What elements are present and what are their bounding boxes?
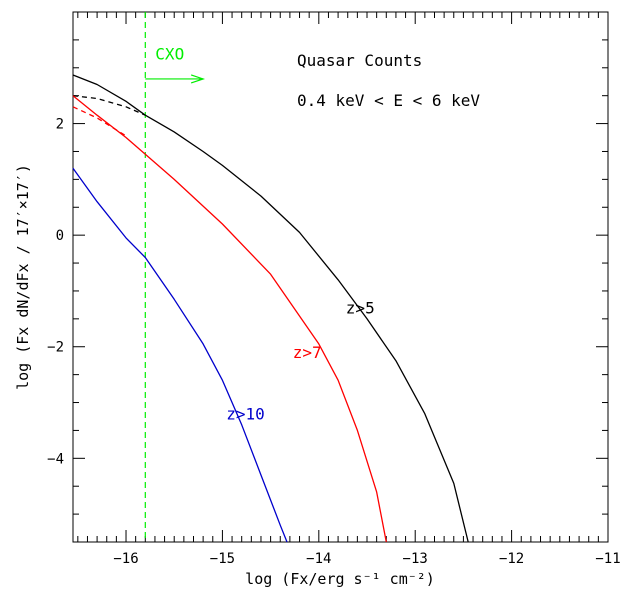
series-line-zgt7 [72,95,387,543]
plot-frame [72,11,609,543]
series-line-zgt5 [72,74,469,543]
y-tick-label: −4 [47,451,64,467]
plot-axes: −16 −15 −14 −13 −12 −11 −4 −2 0 2 [47,11,621,567]
x-axis-label: log (Fx/erg s⁻¹ cm⁻²) [245,570,435,588]
x-tick-label: −15 [210,551,235,567]
series-line-zgt7-dashed [72,106,127,137]
y-tick-label: 0 [56,228,64,244]
series-line-zgt10 [72,167,288,543]
cxo-limit-marker: CXO [144,12,206,542]
x-tick-label: −13 [403,551,428,567]
x-tick-label: −12 [499,551,524,567]
series-annotation: z>10 [226,404,265,423]
series-line-zgt5-dashed [72,95,146,116]
x-tick-label: −11 [595,551,620,567]
series-annotation: z>7 [293,343,322,362]
series-annotation: z>5 [346,298,375,317]
series-group [72,74,469,543]
chart-subtitle: 0.4 keV < E < 6 keV [297,91,480,110]
y-axis-label: log (Fx dN/dFx / 17′×17′) [14,164,32,390]
x-tick-label: −14 [306,551,331,567]
annotations-group: z>5 z>7 z>10 [226,298,374,423]
y-tick-label: −2 [47,340,64,356]
x-tick-label: −16 [113,551,138,567]
y-tick-label: 2 [56,117,64,133]
chart-title: Quasar Counts [297,51,422,70]
cxo-label: CXO [155,44,184,63]
cxo-arrow-head [190,74,206,84]
